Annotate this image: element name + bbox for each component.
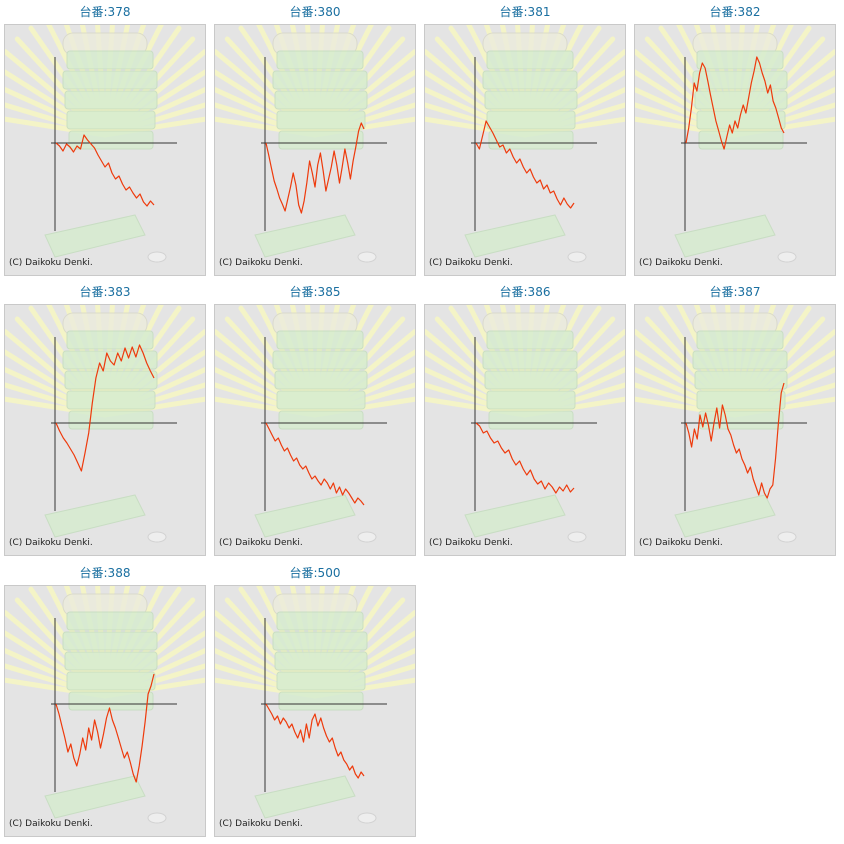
chart-svg	[215, 305, 415, 543]
series-line	[55, 673, 155, 783]
background-machine	[674, 32, 797, 263]
chart-cell: 台番:380 (C) Daikoku Denki.	[210, 0, 420, 276]
copyright-text: (C) Daikoku Denki.	[9, 819, 93, 829]
chart-panel: (C) Daikoku Denki.	[634, 24, 836, 276]
chart-svg	[635, 305, 835, 543]
chart-panel: (C) Daikoku Denki.	[424, 304, 626, 556]
copyright-text: (C) Daikoku Denki.	[429, 258, 513, 268]
chart-title[interactable]: 台番:500	[289, 566, 341, 580]
series-line	[265, 122, 365, 214]
chart-svg	[425, 25, 625, 263]
chart-cell: 台番:383 (C) Daikoku Denki.	[0, 280, 210, 556]
chart-svg	[215, 25, 415, 263]
series-line	[55, 344, 155, 472]
chart-title[interactable]: 台番:387	[709, 285, 761, 299]
chart-panel: (C) Daikoku Denki.	[214, 304, 416, 556]
chart-cell: 台番:381 (C) Daikoku Denki.	[420, 0, 630, 276]
chart-panel: (C) Daikoku Denki.	[4, 24, 206, 276]
copyright-text: (C) Daikoku Denki.	[639, 538, 723, 548]
background-machine	[44, 593, 167, 824]
chart-svg	[425, 305, 625, 543]
copyright-text: (C) Daikoku Denki.	[219, 538, 303, 548]
chart-cell: 台番:387 (C) Daikoku Denki.	[630, 280, 840, 556]
chart-title[interactable]: 台番:386	[499, 285, 551, 299]
chart-title[interactable]: 台番:388	[79, 566, 131, 580]
series-line	[55, 134, 155, 207]
chart-cell: 台番:385 (C) Daikoku Denki.	[210, 280, 420, 556]
chart-cell: 台番:378 (C) Daikoku Denki.	[0, 0, 210, 276]
chart-svg	[5, 25, 205, 263]
chart-cell: 台番:382 (C) Daikoku Denki.	[630, 0, 840, 276]
series-line	[685, 56, 785, 150]
chart-title[interactable]: 台番:382	[709, 5, 761, 19]
copyright-text: (C) Daikoku Denki.	[9, 258, 93, 268]
chart-title[interactable]: 台番:385	[289, 285, 341, 299]
copyright-text: (C) Daikoku Denki.	[429, 538, 513, 548]
chart-svg	[215, 586, 415, 824]
background-machine	[44, 312, 167, 543]
chart-panel: (C) Daikoku Denki.	[214, 24, 416, 276]
background-machine	[464, 32, 587, 263]
chart-title[interactable]: 台番:381	[499, 5, 551, 19]
copyright-text: (C) Daikoku Denki.	[9, 538, 93, 548]
series-line	[265, 703, 365, 779]
background-machine	[254, 32, 377, 263]
chart-cell: 台番:386 (C) Daikoku Denki.	[420, 280, 630, 556]
chart-svg	[5, 305, 205, 543]
series-line	[685, 382, 785, 499]
chart-panel: (C) Daikoku Denki.	[424, 24, 626, 276]
copyright-text: (C) Daikoku Denki.	[639, 258, 723, 268]
chart-title[interactable]: 台番:378	[79, 5, 131, 19]
copyright-text: (C) Daikoku Denki.	[219, 819, 303, 829]
background-machine	[44, 32, 167, 263]
background-machine	[464, 312, 587, 543]
background-machine	[674, 312, 797, 543]
chart-panel: (C) Daikoku Denki.	[634, 304, 836, 556]
chart-title[interactable]: 台番:380	[289, 5, 341, 19]
copyright-text: (C) Daikoku Denki.	[219, 258, 303, 268]
series-line	[265, 422, 365, 506]
series-line	[475, 120, 575, 209]
chart-svg	[635, 25, 835, 263]
chart-panel: (C) Daikoku Denki.	[4, 585, 206, 837]
chart-cell: 台番:500 (C) Daikoku Denki.	[210, 561, 420, 837]
chart-cell: 台番:388 (C) Daikoku Denki.	[0, 561, 210, 837]
chart-panel: (C) Daikoku Denki.	[4, 304, 206, 556]
chart-panel: (C) Daikoku Denki.	[214, 585, 416, 837]
background-machine	[254, 593, 377, 824]
chart-title[interactable]: 台番:383	[79, 285, 131, 299]
series-line	[475, 422, 575, 494]
chart-svg	[5, 586, 205, 824]
background-machine	[254, 312, 377, 543]
